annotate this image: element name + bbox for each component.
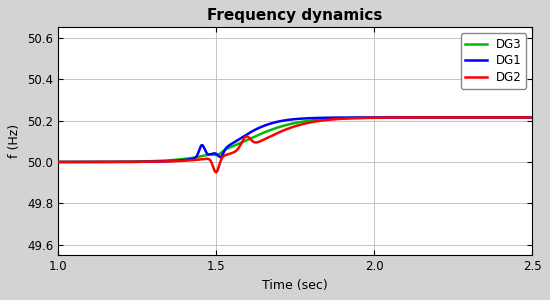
DG2 — [141, 160, 147, 164]
DG2 — [409, 116, 415, 119]
DG2 — [529, 116, 536, 119]
Line: DG3: DG3 — [58, 117, 532, 162]
Title: Frequency dynamics: Frequency dynamics — [207, 8, 383, 23]
DG1 — [339, 116, 346, 119]
Line: DG2: DG2 — [58, 117, 532, 172]
DG3 — [409, 116, 415, 119]
DG1 — [363, 116, 370, 119]
DG1 — [54, 160, 61, 164]
DG1 — [141, 160, 147, 164]
DG3 — [236, 142, 243, 146]
DG2 — [445, 116, 452, 119]
DG3 — [54, 160, 61, 164]
DG2 — [339, 117, 346, 121]
DG2 — [364, 116, 370, 120]
DG2 — [213, 170, 219, 174]
Line: DG1: DG1 — [58, 117, 532, 162]
Y-axis label: f (Hz): f (Hz) — [8, 124, 21, 158]
DG3 — [529, 116, 536, 119]
DG1 — [445, 116, 452, 119]
Legend: DG3, DG1, DG2: DG3, DG1, DG2 — [460, 33, 526, 89]
DG3 — [445, 116, 452, 119]
DG1 — [236, 137, 243, 141]
DG3 — [339, 116, 346, 120]
DG2 — [236, 145, 243, 149]
X-axis label: Time (sec): Time (sec) — [262, 279, 328, 292]
DG1 — [529, 116, 536, 119]
DG3 — [141, 160, 147, 163]
DG1 — [409, 116, 415, 119]
DG2 — [54, 160, 61, 164]
DG3 — [363, 116, 370, 120]
